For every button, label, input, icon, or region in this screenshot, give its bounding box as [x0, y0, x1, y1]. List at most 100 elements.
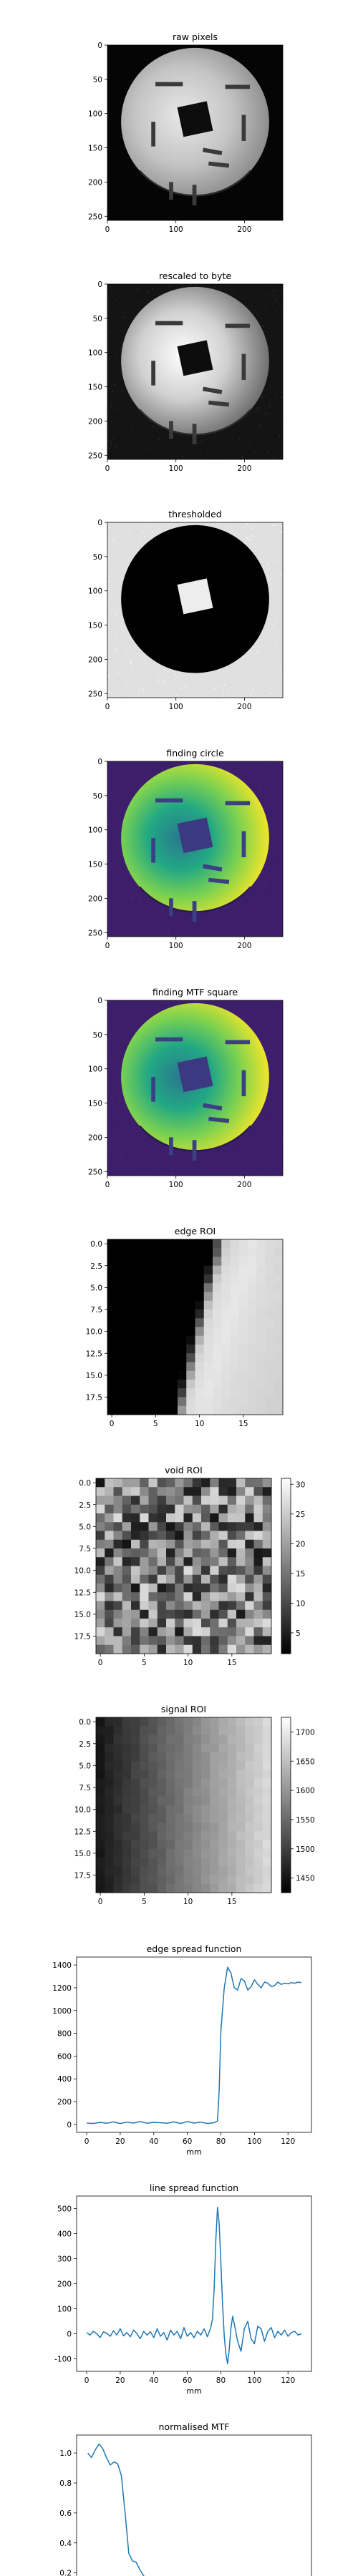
cell — [218, 1823, 228, 1832]
cell — [125, 1388, 135, 1397]
x-tick-label: 120 — [281, 2376, 295, 2385]
cell — [192, 1609, 202, 1619]
cell — [274, 1239, 284, 1249]
phantom-slot — [202, 386, 223, 394]
cell — [157, 1866, 167, 1875]
y-tick-label: 0 — [97, 280, 102, 289]
cell — [236, 1592, 246, 1601]
cell — [265, 1380, 275, 1389]
cell — [195, 1345, 205, 1354]
panel-title: line spread function — [150, 2182, 238, 2193]
cell — [195, 1388, 205, 1397]
cell — [140, 1778, 149, 1788]
cell — [151, 1309, 160, 1319]
cell — [265, 1283, 275, 1292]
cell — [262, 1522, 272, 1531]
cell — [160, 1300, 170, 1310]
cell — [125, 1257, 135, 1267]
cell — [227, 1584, 237, 1593]
cell — [256, 1397, 266, 1407]
cell — [218, 1627, 228, 1636]
cell — [195, 1327, 205, 1337]
cell — [201, 1813, 211, 1823]
cell — [201, 1478, 211, 1488]
cell — [262, 1858, 272, 1867]
cell — [227, 1743, 237, 1753]
cell — [183, 1752, 193, 1762]
cell — [175, 1778, 184, 1788]
cell — [140, 1504, 149, 1514]
cell — [201, 1831, 211, 1840]
cell — [262, 1875, 272, 1885]
cell — [175, 1761, 184, 1770]
cell — [221, 1257, 231, 1267]
cell — [140, 1539, 149, 1549]
cell — [140, 1478, 149, 1488]
cell — [122, 1592, 132, 1601]
cell — [248, 1370, 257, 1380]
cell — [227, 1522, 237, 1531]
cell — [238, 1380, 248, 1389]
cell — [166, 1717, 175, 1727]
cell — [96, 1513, 105, 1523]
cell — [151, 1257, 160, 1267]
cell — [265, 1353, 275, 1362]
cell — [116, 1274, 125, 1284]
cell — [96, 1735, 105, 1745]
cell — [105, 1813, 114, 1823]
x-tick-label: 0 — [105, 942, 110, 950]
cell — [178, 1405, 187, 1415]
cell — [157, 1761, 167, 1770]
cell — [238, 1327, 248, 1337]
cell — [113, 1478, 123, 1488]
cell — [265, 1292, 275, 1302]
cell — [227, 1717, 237, 1727]
cell — [256, 1248, 266, 1257]
cell — [175, 1858, 184, 1867]
cell — [253, 1778, 263, 1788]
cell — [157, 1717, 167, 1727]
cell — [178, 1353, 187, 1362]
phantom-slot — [225, 1040, 251, 1045]
cell — [253, 1717, 263, 1727]
x-tick-label: 20 — [115, 2137, 125, 2146]
cell — [142, 1335, 152, 1345]
cell — [262, 1796, 272, 1805]
cell — [195, 1405, 205, 1415]
cell — [265, 1300, 275, 1310]
cell — [227, 1496, 237, 1506]
phantom-slot — [192, 901, 197, 922]
cell — [131, 1717, 140, 1727]
phantom-slot — [155, 82, 183, 87]
cell — [140, 1831, 149, 1840]
x-tick-label: 15 — [227, 1898, 236, 1906]
cell — [148, 1531, 158, 1541]
cell — [218, 1805, 228, 1815]
cell — [96, 1609, 105, 1619]
cell — [105, 1539, 114, 1549]
cell — [133, 1292, 143, 1302]
cell — [183, 1531, 193, 1541]
cell — [133, 1405, 143, 1415]
cell — [140, 1735, 149, 1745]
cell — [166, 1601, 175, 1611]
cell — [122, 1717, 132, 1727]
cell — [262, 1831, 272, 1840]
cell — [116, 1300, 125, 1310]
cell — [262, 1883, 272, 1893]
cell — [183, 1522, 193, 1531]
cell — [201, 1848, 211, 1858]
cell — [227, 1840, 237, 1850]
cell — [192, 1770, 202, 1780]
cell — [175, 1644, 184, 1654]
cell — [245, 1813, 254, 1823]
cell — [245, 1531, 254, 1541]
cell — [218, 1761, 228, 1770]
cell — [218, 1513, 228, 1523]
cell — [122, 1770, 132, 1780]
cell — [186, 1300, 195, 1310]
cell — [221, 1318, 231, 1327]
cell — [157, 1858, 167, 1867]
cell — [253, 1496, 263, 1506]
